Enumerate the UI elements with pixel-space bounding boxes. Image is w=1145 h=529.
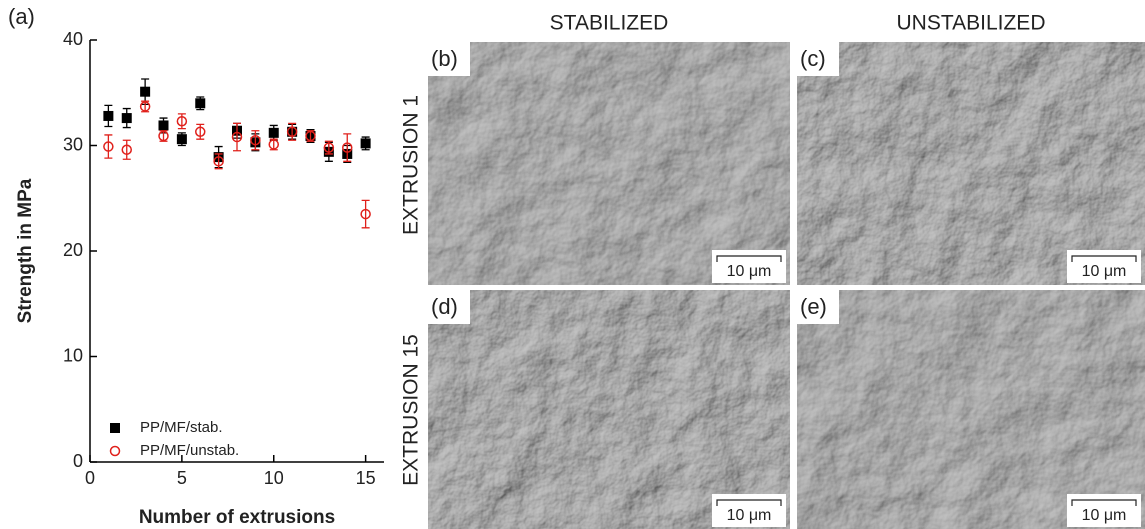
y-tick-label: 0: [73, 451, 83, 471]
error-bar: [123, 140, 131, 159]
sem-image: [797, 290, 1145, 529]
data-point: [269, 128, 279, 138]
y-tick-label: 40: [63, 29, 83, 49]
data-point: [361, 138, 371, 148]
sem-image: [797, 42, 1145, 285]
y-tick-label: 20: [63, 240, 83, 260]
error-bar: [104, 135, 112, 158]
scale-label: 10 μm: [1082, 507, 1127, 524]
micrographs: [428, 42, 1145, 529]
x-tick-label: 5: [177, 468, 187, 488]
scale-label: 10 μm: [727, 263, 772, 280]
scale-label: 10 μm: [1082, 263, 1127, 280]
x-tick-label: 0: [85, 468, 95, 488]
legend-marker: [110, 423, 120, 433]
x-tick-label: 10: [264, 468, 284, 488]
data-point: [122, 113, 132, 123]
legend-label: PP/MF/unstab.: [140, 442, 239, 459]
x-axis-label: Number of extrusions: [139, 507, 335, 528]
data-point: [159, 120, 169, 130]
error-bar: [362, 200, 370, 227]
legend-marker: [111, 447, 120, 456]
legend-label: PP/MF/stab.: [140, 419, 223, 436]
row-title: EXTRUSION 15: [400, 334, 423, 486]
panel-label: (e): [800, 294, 827, 319]
y-axis-label: Strength in MPa: [15, 178, 36, 323]
column-title: STABILIZED: [550, 12, 669, 35]
figure: (a) Strength in MPa Number of extrusions…: [0, 0, 1145, 529]
y-tick-label: 10: [63, 345, 83, 365]
sem-image: [428, 290, 790, 529]
panel-label: (a): [8, 4, 35, 29]
panel-label: (d): [431, 294, 458, 319]
data-point: [140, 87, 150, 97]
x-tick-label: 15: [356, 468, 376, 488]
panel-label: (c): [800, 46, 826, 71]
column-title: UNSTABILIZED: [897, 12, 1046, 35]
data-point: [103, 111, 113, 121]
data-point: [177, 134, 187, 144]
data-point: [195, 98, 205, 108]
y-tick-label: 30: [63, 134, 83, 154]
sem-image: [428, 42, 790, 285]
panel-label: (b): [431, 46, 458, 71]
row-title: EXTRUSION 1: [400, 95, 423, 235]
scale-label: 10 μm: [727, 507, 772, 524]
